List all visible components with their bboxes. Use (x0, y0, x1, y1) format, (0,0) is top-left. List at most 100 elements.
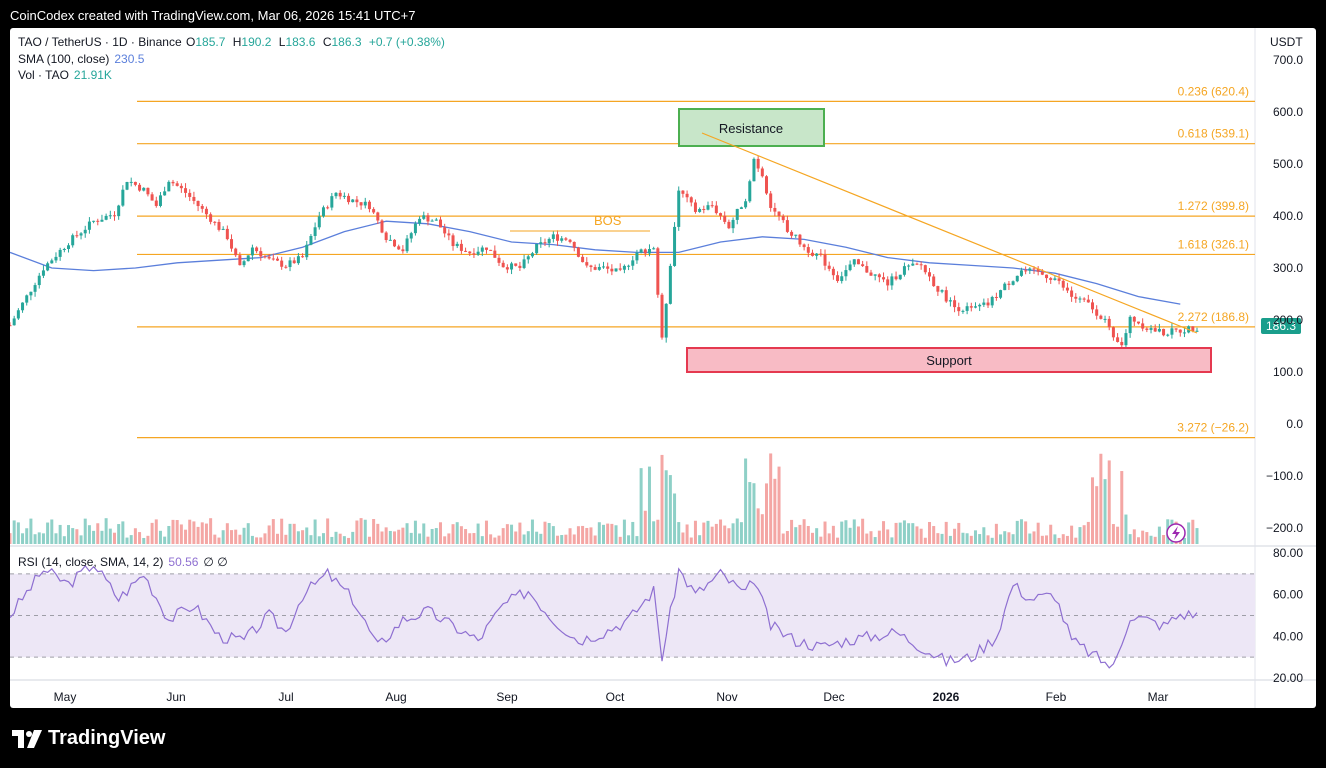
volume-bar (121, 521, 125, 544)
candle-body (347, 195, 351, 203)
volume-bar (1153, 536, 1157, 544)
candle-body (581, 256, 585, 263)
candle-body (543, 242, 547, 244)
volume-bar (589, 527, 593, 544)
candle-body (409, 233, 413, 239)
price-chart[interactable]: TAO / TetherUS · 1D · Binance O185.7 H19… (10, 28, 1316, 708)
tradingview-logo[interactable]: TradingView (12, 727, 165, 750)
candle-body (175, 183, 179, 186)
candle-body (255, 247, 259, 252)
volume-bar (1057, 537, 1061, 544)
volume-bar (710, 526, 714, 544)
volume-bar (250, 535, 254, 544)
lightning-icon[interactable] (1166, 523, 1186, 543)
rsi-legend: RSI (14, close, SMA, 14, 2) 50.56 ∅ ∅ (18, 555, 228, 569)
volume-bar (890, 537, 894, 544)
candle-body (138, 184, 142, 191)
candle-body (660, 294, 664, 338)
chart-credit: CoinCodex created with TradingView.com, … (10, 8, 416, 23)
candle-body (948, 300, 952, 302)
legend-ohlc: O185.7 H190.2 L183.6 C186.3 +0.7 (+0.38%… (186, 35, 445, 49)
volume-bar (990, 537, 994, 544)
volume-bar (238, 534, 242, 544)
candle-body (585, 262, 589, 266)
volume-bar (1024, 521, 1028, 544)
resistance-zone[interactable]: Resistance (678, 108, 825, 147)
candle-body (848, 264, 852, 271)
volume-bar (1132, 529, 1136, 544)
candle-body (121, 189, 125, 206)
candle-body (673, 226, 677, 266)
volume-bar (67, 525, 71, 544)
candle-body (468, 251, 472, 254)
volume-bar (576, 526, 580, 544)
legend-symbol: TAO / TetherUS · 1D · Binance (18, 35, 182, 49)
volume-bar (790, 519, 794, 544)
candle-body (719, 213, 723, 216)
candle-body (769, 193, 773, 208)
candle-body (1149, 328, 1153, 330)
candle-body (1195, 330, 1199, 332)
volume-bar (451, 524, 455, 544)
volume-bar (317, 536, 321, 544)
downtrend-line[interactable] (701, 132, 1198, 334)
volume-bar (643, 510, 647, 544)
volume-bar (501, 528, 505, 544)
candle-body (100, 219, 104, 222)
volume-bar (530, 519, 534, 544)
candle-body (1116, 337, 1120, 342)
candle-body (928, 272, 932, 277)
candle-body (819, 253, 823, 255)
candle-body (647, 249, 651, 254)
volume-bar (886, 529, 890, 544)
legend-o-label: O (186, 35, 195, 49)
candle-body (731, 219, 735, 229)
volume-bar (234, 529, 238, 544)
volume-bar (735, 518, 739, 544)
volume-bar (275, 533, 279, 544)
time-tick-label: Jun (166, 690, 185, 704)
volume-bar (1082, 525, 1086, 544)
volume-bar (438, 522, 442, 544)
candle-body (372, 209, 376, 213)
volume-bar (489, 534, 493, 544)
volume-bar (1162, 535, 1166, 544)
volume-bar (10, 533, 12, 544)
candle-body (1182, 332, 1186, 334)
volume-bar (769, 453, 773, 544)
candle-body (739, 207, 743, 209)
price-axis[interactable]: 700.0 600.0 500.0 400.0 300.0 200.0 100.0 0.0 −1… (1266, 53, 1303, 535)
candle-body (681, 190, 685, 194)
candle-body (1132, 316, 1136, 322)
fibonacci-levels[interactable]: 0.236 (620.4) 0.618 (539.1) 1.272 (399.8) 1… (137, 84, 1255, 439)
volume-bar (756, 508, 760, 544)
volume-bar (1053, 534, 1057, 544)
volume-bar (75, 529, 79, 544)
volume-bar (1095, 486, 1099, 544)
volume-bar (748, 482, 752, 544)
volume-bar (200, 522, 204, 544)
volume-bar (380, 531, 384, 544)
candle-body (434, 219, 438, 221)
candle-body (861, 264, 865, 267)
volume-bar (652, 521, 656, 544)
candle-body (484, 247, 488, 250)
volume-bar (505, 524, 509, 544)
time-axis[interactable]: May Jun Jul Aug Sep Oct Nov Dec 2026 Feb Mar (54, 690, 1169, 704)
volume-bar (744, 458, 748, 544)
candle-body (505, 267, 509, 270)
chart-panel[interactable]: TAO / TetherUS · 1D · Binance O185.7 H19… (10, 28, 1316, 708)
volume-bar (213, 534, 217, 544)
currency-label: USDT (1270, 35, 1303, 49)
legend-l-value: 183.6 (285, 35, 315, 49)
rsi-pane[interactable]: 80.00 60.00 40.00 20.00 (10, 546, 1303, 685)
volume-bar (179, 524, 183, 544)
price-tick-label: 200.0 (1273, 313, 1303, 327)
volume-bar (12, 520, 16, 544)
candle-body (150, 194, 154, 201)
volume-bar (627, 535, 631, 544)
bos-marker[interactable]: BOS (510, 213, 650, 232)
volume-bar (1074, 537, 1078, 544)
support-zone[interactable]: Support (686, 347, 1212, 373)
candle-body (192, 196, 196, 201)
